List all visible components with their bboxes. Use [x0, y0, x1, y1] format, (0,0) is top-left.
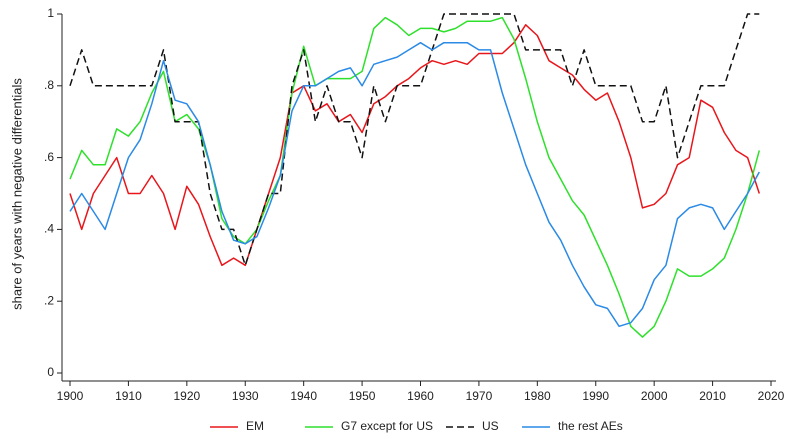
legend-label: US [482, 419, 499, 433]
y-tick-label: .6 [44, 150, 54, 164]
series-line [69, 16, 761, 338]
series-line [69, 13, 760, 267]
x-tick-label: 2010 [699, 389, 726, 403]
series-line [69, 24, 761, 267]
legend-label: G7 except for US [341, 419, 433, 433]
series-line [69, 41, 760, 328]
y-axis-title: share of years with negative differentia… [9, 78, 24, 310]
y-tick-label: .4 [44, 222, 54, 236]
x-tick-label: 1980 [524, 389, 551, 403]
y-tick-label: .2 [44, 293, 54, 307]
x-tick-label: 1960 [407, 389, 434, 403]
x-tick-label: 1940 [290, 389, 317, 403]
x-tick-label: 1920 [173, 389, 200, 403]
x-tick-label: 2000 [641, 389, 668, 403]
y-tick-label: .8 [44, 78, 54, 92]
x-tick-label: 1970 [466, 389, 493, 403]
x-tick-label: 2020 [758, 389, 785, 403]
x-tick-label: 1910 [115, 389, 142, 403]
x-tick-label: 1900 [57, 389, 84, 403]
legend-label: EM [246, 419, 264, 433]
x-tick-label: 1950 [349, 389, 376, 403]
x-tick-label: 1930 [232, 389, 259, 403]
x-tick-label: 1990 [582, 389, 609, 403]
y-tick-label: 1 [47, 6, 54, 20]
y-tick-label: 0 [47, 365, 54, 379]
legend-label: the rest AEs [558, 419, 623, 433]
